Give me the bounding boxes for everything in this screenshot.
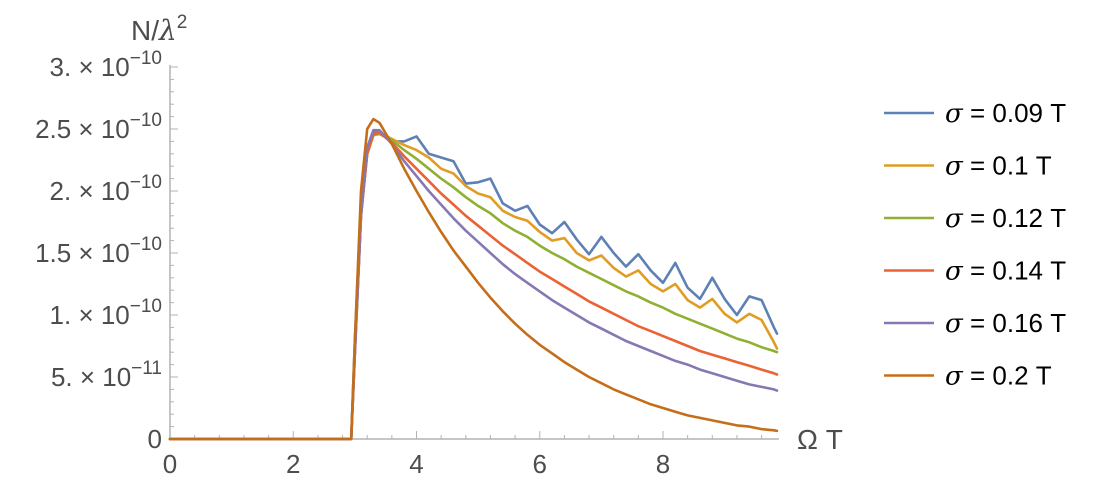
axes: 0 2 4 6 8 0 5. × 10−11 1. × 10−10 1.5 × 10−10 2. … [35, 48, 779, 479]
series-group [168, 117, 779, 441]
x-tick-label: 6 [533, 449, 547, 479]
y-tick-label: 1.5 × 10−10 [35, 234, 162, 268]
x-tick-label: 8 [656, 449, 670, 479]
x-axis-label: Ω T [797, 424, 843, 455]
x-tick-label: 2 [286, 449, 300, 479]
series-line-0 [168, 130, 779, 441]
series-line-4 [168, 128, 779, 441]
y-tick-label: 0 [148, 424, 162, 454]
y-tick-label: 2. × 10−10 [50, 172, 162, 206]
series-line-5 [168, 117, 779, 441]
legend-label-2: σ = 0.12 T [945, 203, 1066, 234]
y-tick-label: 5. × 10−11 [51, 358, 162, 392]
legend-label-5: σ = 0.2 T [945, 361, 1052, 392]
x-tick-label: 4 [409, 449, 423, 479]
y-axis-label: N/λ2 [131, 12, 187, 47]
legend-label-0: σ = 0.09 T [945, 98, 1066, 129]
y-tick-label: 2.5 × 10−10 [35, 110, 162, 144]
legend-label-1: σ = 0.1 T [945, 151, 1052, 182]
legend-label-3: σ = 0.14 T [945, 256, 1066, 287]
y-tick-label: 1. × 10−10 [50, 296, 162, 330]
legend: σ = 0.09 T σ = 0.1 T σ = 0.12 T σ = 0.14 T σ… [884, 98, 1066, 392]
legend-label-4: σ = 0.16 T [945, 308, 1066, 339]
y-tick-label: 3. × 10−10 [50, 48, 162, 82]
axis-labels: N/λ2 Ω T [131, 12, 843, 455]
x-tick-label: 0 [163, 449, 177, 479]
